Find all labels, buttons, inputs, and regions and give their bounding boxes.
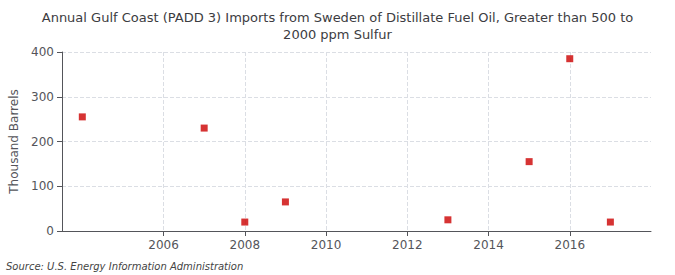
svg-text:2014: 2014	[473, 238, 504, 252]
svg-text:400: 400	[31, 45, 54, 59]
svg-text:100: 100	[31, 179, 54, 193]
svg-text:200: 200	[31, 135, 54, 149]
svg-text:Source: U.S. Energy Informatio: Source: U.S. Energy Information Administ…	[6, 261, 243, 272]
svg-text:2016: 2016	[554, 238, 585, 252]
svg-text:Thousand Barrels: Thousand Barrels	[7, 89, 21, 194]
svg-text:2006: 2006	[148, 238, 179, 252]
svg-text:300: 300	[31, 90, 54, 104]
svg-text:2010: 2010	[311, 238, 342, 252]
svg-text:2012: 2012	[392, 238, 423, 252]
svg-text:2000 ppm Sulfur: 2000 ppm Sulfur	[283, 27, 392, 42]
svg-text:2008: 2008	[230, 238, 261, 252]
svg-text:Annual Gulf Coast (PADD 3) Imp: Annual Gulf Coast (PADD 3) Imports from …	[42, 10, 634, 25]
svg-text:0: 0	[46, 224, 54, 238]
